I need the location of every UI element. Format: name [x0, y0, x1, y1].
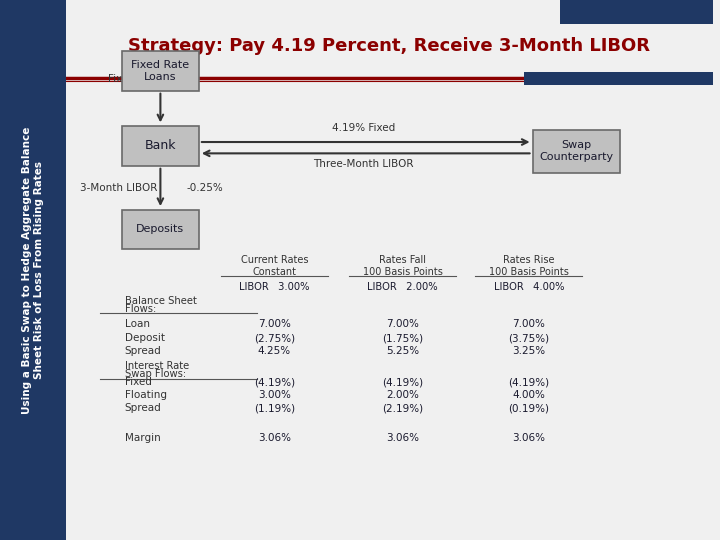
Text: Using a Basic Swap to Hedge Aggregate Balance
Sheet Risk of Loss From Rising Rat: Using a Basic Swap to Hedge Aggregate Ba…	[22, 126, 44, 414]
Bar	[559, 0, 713, 24]
Text: 5.25%: 5.25%	[386, 346, 419, 356]
Text: Floating: Floating	[125, 390, 167, 400]
Text: Loan: Loan	[125, 319, 150, 329]
Text: (4.19%): (4.19%)	[254, 377, 295, 387]
Text: Fixed Rate
Loans: Fixed Rate Loans	[131, 60, 189, 82]
Text: 3.06%: 3.06%	[513, 434, 546, 443]
Text: Margin: Margin	[125, 434, 161, 443]
Text: -0.25%: -0.25%	[186, 183, 223, 193]
Text: LIBOR   3.00%: LIBOR 3.00%	[239, 282, 310, 292]
Text: 3.00%: 3.00%	[258, 390, 291, 400]
Text: 7.00%: 7.00%	[513, 319, 546, 329]
Text: Deposit: Deposit	[125, 333, 165, 343]
Text: Spread: Spread	[125, 346, 161, 356]
Text: Flows:: Flows:	[125, 304, 156, 314]
Text: 7.00%: 7.00%	[387, 319, 419, 329]
Bar	[0, 0, 66, 540]
Text: Deposits: Deposits	[136, 225, 184, 234]
Bar	[524, 72, 713, 85]
Text: Strategy: Pay 4.19 Percent, Receive 3-Month LIBOR: Strategy: Pay 4.19 Percent, Receive 3-Mo…	[127, 37, 649, 55]
Text: Current Rates
Constant: Current Rates Constant	[240, 255, 308, 277]
FancyBboxPatch shape	[533, 130, 619, 173]
Text: Balance Sheet: Balance Sheet	[125, 296, 197, 306]
FancyBboxPatch shape	[122, 126, 199, 166]
Text: (4.19%): (4.19%)	[382, 377, 423, 387]
Text: 7.00%: 7.00%	[258, 319, 291, 329]
Text: 3-Month LIBOR: 3-Month LIBOR	[80, 183, 157, 193]
Text: LIBOR   4.00%: LIBOR 4.00%	[494, 282, 564, 292]
Text: (1.75%): (1.75%)	[382, 333, 423, 343]
Text: (2.19%): (2.19%)	[382, 403, 423, 413]
Text: (4.19%): (4.19%)	[508, 377, 549, 387]
Text: 4.00%: 4.00%	[513, 390, 546, 400]
Text: Interest Rate: Interest Rate	[125, 361, 189, 371]
Text: Three-Month LIBOR: Three-Month LIBOR	[313, 159, 414, 169]
FancyBboxPatch shape	[122, 51, 199, 91]
Text: 3.06%: 3.06%	[258, 434, 291, 443]
Text: LIBOR   2.00%: LIBOR 2.00%	[367, 282, 438, 292]
Text: (0.19%): (0.19%)	[508, 403, 549, 413]
FancyBboxPatch shape	[122, 210, 199, 249]
Text: Swap Flows:: Swap Flows:	[125, 369, 186, 379]
Text: (2.75%): (2.75%)	[254, 333, 295, 343]
Text: (1.19%): (1.19%)	[254, 403, 295, 413]
Text: 4.19% Fixed: 4.19% Fixed	[332, 123, 395, 133]
Text: 3.25%: 3.25%	[513, 346, 546, 356]
Text: Fixed  7.00%: Fixed 7.00%	[108, 75, 175, 84]
Text: Spread: Spread	[125, 403, 161, 413]
Text: Swap
Counterparty: Swap Counterparty	[539, 140, 613, 162]
Text: 3.06%: 3.06%	[387, 434, 419, 443]
Text: Bank: Bank	[145, 139, 176, 152]
Text: (3.75%): (3.75%)	[508, 333, 549, 343]
Text: Fixed: Fixed	[125, 377, 152, 387]
Text: Rates Rise
100 Basis Points: Rates Rise 100 Basis Points	[489, 255, 569, 277]
Text: Rates Fall
100 Basis Points: Rates Fall 100 Basis Points	[363, 255, 443, 277]
Text: 2.00%: 2.00%	[387, 390, 419, 400]
Text: 4.25%: 4.25%	[258, 346, 291, 356]
